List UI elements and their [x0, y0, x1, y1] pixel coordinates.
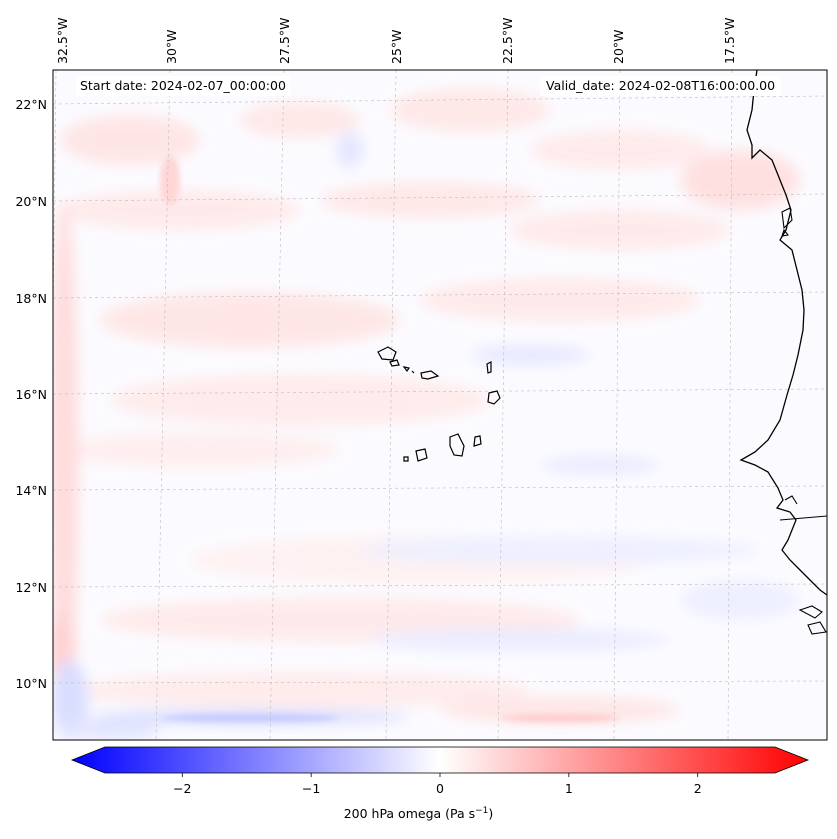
omega-field	[53, 70, 827, 740]
lat-label: 20°N	[15, 194, 47, 209]
coastline	[739, 70, 827, 596]
colorbar-tick-label: 2	[694, 781, 702, 796]
colorbar-title-exponent: −1	[475, 806, 489, 816]
colorbar-tick-label: 0	[436, 781, 444, 796]
lon-label: 20°W	[611, 29, 626, 64]
colorbar-tick-label: −1	[302, 781, 320, 796]
latitude-labels: 22°N 20°N 18°N 16°N 14°N 12°N 10°N	[15, 97, 47, 691]
colorbar-title: 200 hPa omega (Pa s−1)	[0, 806, 837, 821]
colorbar-tick-label: −2	[173, 781, 191, 796]
valid-date-label: Valid_date: 2024-02-08T16:00:00.00	[540, 76, 782, 96]
lon-label: 27.5°W	[277, 18, 292, 64]
lat-label: 18°N	[15, 291, 47, 306]
colorbar-title-prefix: 200 hPa omega (Pa s	[343, 806, 476, 822]
lon-label: 25°W	[389, 29, 404, 64]
colorbar: −2 −1 0 1 2	[70, 746, 810, 796]
colorbar-bar	[70, 746, 810, 774]
lon-label: 30°W	[164, 29, 179, 64]
colorbar-tick-label: 1	[565, 781, 573, 796]
cape-verde-islands	[377, 346, 501, 462]
lat-label: 10°N	[15, 676, 47, 691]
colorbar-title-suffix: )	[488, 806, 494, 822]
lat-label: 16°N	[15, 387, 47, 402]
lat-label: 12°N	[15, 580, 47, 595]
lon-label: 22.5°W	[500, 18, 515, 64]
gridlines	[53, 70, 827, 740]
lat-label: 14°N	[15, 483, 47, 498]
start-date-label: Start date: 2024-02-07_00:00:00	[76, 76, 290, 96]
map-frame	[52, 69, 828, 741]
lon-label: 17.5°W	[722, 18, 737, 64]
lat-label: 22°N	[15, 97, 47, 112]
lon-label: 32.5°W	[55, 18, 70, 64]
longitude-labels: 32.5°W 30°W 27.5°W 25°W 22.5°W 20°W 17.5…	[55, 18, 737, 64]
